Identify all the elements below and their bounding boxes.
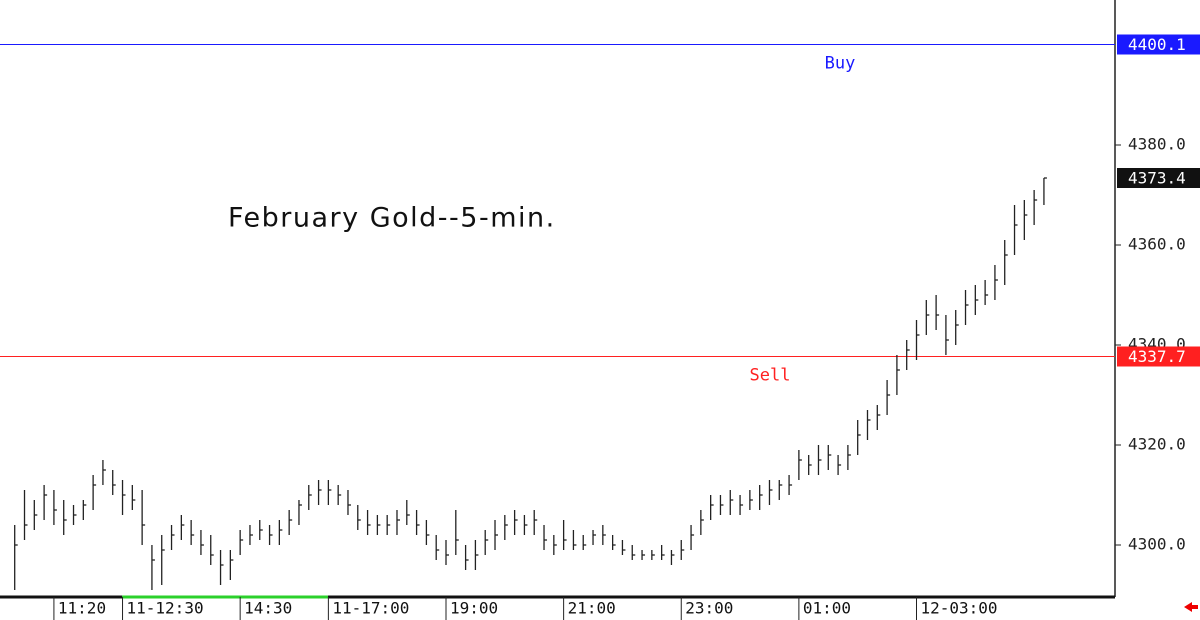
level-value: 4337.7 — [1128, 347, 1186, 366]
level-box — [1117, 346, 1200, 367]
x-tick-label: 11:20 — [58, 599, 106, 618]
last-price-label: 4373.4 — [1128, 169, 1186, 188]
x-tick-label: 11-17:00 — [332, 599, 409, 618]
level-value: 4400.1 — [1128, 35, 1186, 54]
x-tick-label: 21:00 — [568, 599, 616, 618]
x-tick-label: 01:00 — [803, 599, 851, 618]
x-tick-label: 11-12:30 — [127, 599, 204, 618]
level-name: Buy — [825, 54, 856, 74]
x-tick-label: 12-03:00 — [921, 599, 998, 618]
y-tick-label: 4360.0 — [1128, 235, 1186, 254]
level-name: Sell — [750, 366, 791, 386]
x-tick-label: 14:30 — [244, 599, 292, 618]
x-tick-label: 19:00 — [450, 599, 498, 618]
x-tick-label: 23:00 — [685, 599, 733, 618]
level-box — [1117, 34, 1200, 55]
y-tick-label: 4380.0 — [1128, 135, 1186, 154]
chart-title: February Gold--5-min. — [228, 203, 556, 234]
y-tick-label: 4300.0 — [1128, 535, 1186, 554]
scroll-arrow[interactable] — [1184, 602, 1198, 612]
last-price-box — [1117, 168, 1200, 188]
y-tick-label: 4320.0 — [1128, 435, 1186, 454]
